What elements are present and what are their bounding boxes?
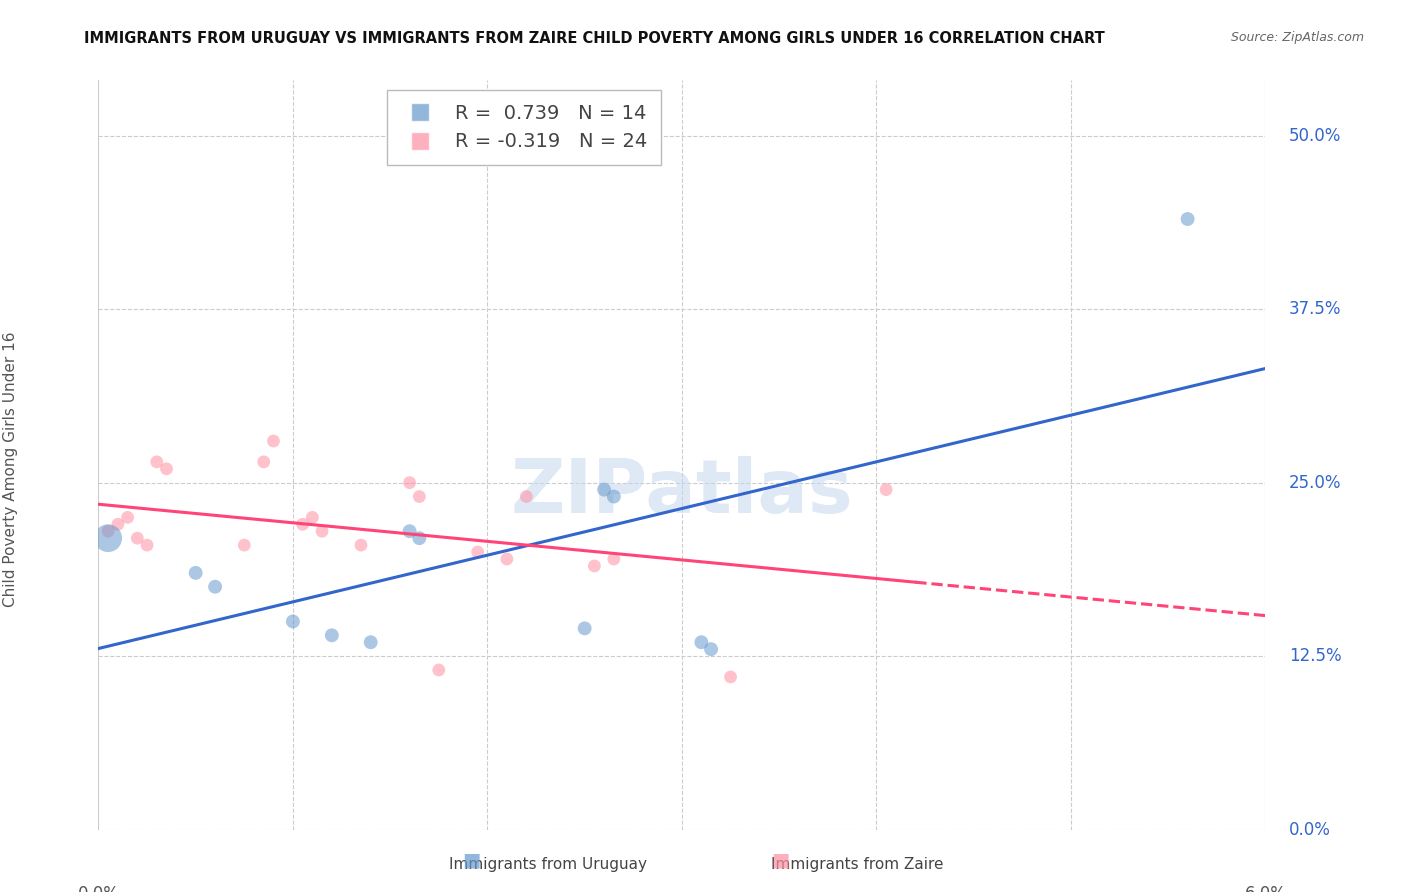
Point (117, 510, 139, 524)
Point (496, 552, 519, 566)
Text: 37.5%: 37.5% (1289, 301, 1341, 318)
Point (107, 517, 129, 532)
Point (253, 455, 276, 469)
Text: Immigrants from Uruguay: Immigrants from Uruguay (450, 857, 647, 872)
Point (1177, 212, 1199, 227)
Text: 12.5%: 12.5% (1289, 647, 1341, 665)
Point (281, 615, 304, 629)
Text: ■: ■ (461, 851, 481, 870)
Text: 6.0%: 6.0% (1244, 885, 1286, 892)
Text: 25.0%: 25.0% (1289, 474, 1341, 491)
Point (311, 524, 333, 539)
Text: IMMIGRANTS FROM URUGUAY VS IMMIGRANTS FROM ZAIRE CHILD POVERTY AMONG GIRLS UNDER: IMMIGRANTS FROM URUGUAY VS IMMIGRANTS FR… (84, 31, 1105, 46)
Point (350, 538, 373, 552)
Point (233, 538, 256, 552)
Point (700, 642, 723, 657)
Point (262, 434, 284, 448)
Point (204, 580, 226, 594)
Text: Source: ZipAtlas.com: Source: ZipAtlas.com (1230, 31, 1364, 45)
Point (875, 483, 897, 497)
Point (720, 670, 742, 684)
Legend: R =  0.739   N = 14, R = -0.319   N = 24: R = 0.739 N = 14, R = -0.319 N = 24 (388, 90, 661, 165)
Point (427, 663, 450, 677)
Point (690, 635, 713, 649)
Point (408, 531, 430, 545)
Point (593, 483, 616, 497)
Point (398, 524, 420, 539)
Point (408, 490, 430, 504)
Text: 0.0%: 0.0% (1289, 821, 1330, 838)
Point (301, 510, 323, 524)
Point (97, 524, 120, 539)
Text: 50.0%: 50.0% (1289, 127, 1341, 145)
Point (515, 490, 537, 504)
Text: ■: ■ (770, 851, 790, 870)
Point (574, 621, 596, 635)
Point (127, 531, 149, 545)
Text: Child Poverty Among Girls Under 16: Child Poverty Among Girls Under 16 (3, 331, 18, 607)
Text: 0.0%: 0.0% (77, 885, 120, 892)
Point (146, 455, 169, 469)
Point (97, 531, 120, 545)
Point (603, 552, 626, 566)
Text: ZIPatlas: ZIPatlas (510, 456, 853, 529)
Point (321, 628, 343, 642)
Point (583, 558, 606, 573)
Point (603, 490, 626, 504)
Point (155, 462, 177, 476)
Point (398, 475, 420, 490)
Point (360, 635, 382, 649)
Point (467, 545, 489, 559)
Point (291, 517, 314, 532)
Point (136, 538, 159, 552)
Text: Immigrants from Zaire: Immigrants from Zaire (772, 857, 943, 872)
Point (184, 566, 207, 580)
